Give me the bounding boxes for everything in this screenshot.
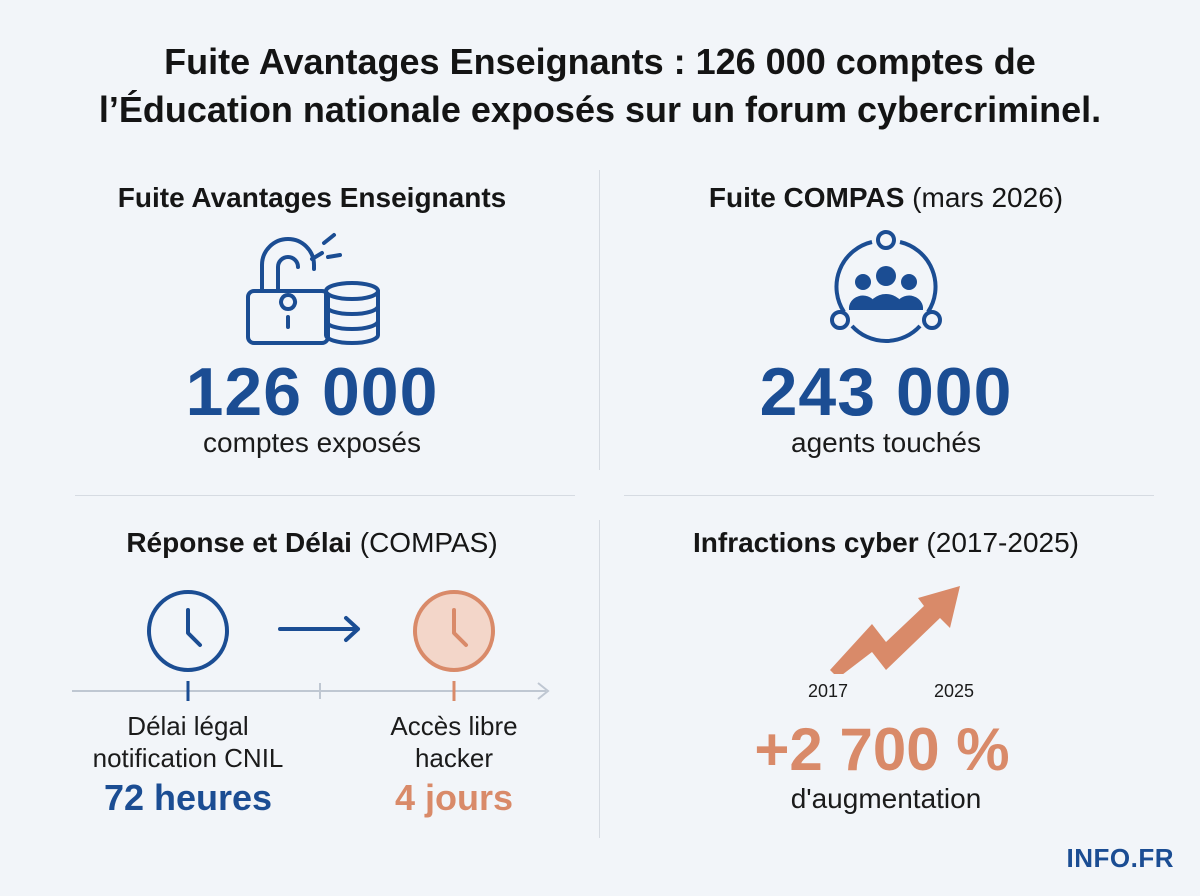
exposed-accounts-caption: comptes exposés xyxy=(203,427,421,458)
page-title-line-2: l’Éducation nationale exposés sur un for… xyxy=(98,89,1102,130)
panel-heading-date: (mars 2026) xyxy=(912,182,1064,213)
panel-heading-bold: Fuite COMPAS xyxy=(708,182,905,213)
clock-icon xyxy=(147,590,229,672)
panel-heading-bold: Réponse et Délai xyxy=(126,527,352,558)
clock-icon xyxy=(413,590,495,672)
increase-percentage-value: +2 700 % xyxy=(754,716,1010,783)
panel-heading-context: (COMPAS) xyxy=(359,527,498,558)
page-title-line-1: Fuite Avantages Enseignants : 126 000 co… xyxy=(164,41,1036,82)
affected-agents-value: 243 000 xyxy=(759,354,1013,430)
vertical-divider-bottom xyxy=(599,520,600,838)
exposed-accounts-value: 126 000 xyxy=(185,354,439,430)
panel-heading: Infractions cyber (2017-2025) xyxy=(693,526,1079,560)
unlocked-padlock-database-icon xyxy=(246,233,380,345)
panel-heading: Fuite COMPAS (mars 2026) xyxy=(709,181,1063,215)
timeline xyxy=(72,681,550,701)
end-year-label: 2025 xyxy=(934,681,975,701)
panel-heading: Fuite Avantages Enseignants xyxy=(118,181,506,215)
hacker-access-value: 4 jours xyxy=(394,777,514,818)
panel-heading-bold: Infractions cyber xyxy=(693,527,919,558)
arrow-right-icon xyxy=(278,616,360,642)
hacker-access-label-line-1: Accès libre xyxy=(390,711,518,741)
hacker-access-label-line-2: hacker xyxy=(414,743,494,773)
legal-delay-value: 72 heures xyxy=(103,777,273,818)
horizontal-divider-right xyxy=(624,495,1154,496)
panel-heading-text: Fuite Avantages Enseignants xyxy=(117,182,507,213)
increase-caption: d'augmentation xyxy=(790,783,982,814)
page-title: Fuite Avantages Enseignants : 126 000 co… xyxy=(0,38,1200,134)
brand-logo: INFO.FR xyxy=(1066,843,1174,873)
horizontal-divider-left xyxy=(75,495,575,496)
panel-heading-period: (2017-2025) xyxy=(926,527,1079,558)
group-network-icon xyxy=(830,230,942,344)
vertical-divider-top xyxy=(599,170,600,470)
trend-up-arrow-icon xyxy=(830,586,960,674)
legal-delay-label-line-1: Délai légal xyxy=(127,711,249,741)
hacker-access-label: Accès libre hacker xyxy=(390,710,517,774)
legal-delay-label-line-2: notification CNIL xyxy=(92,743,284,773)
affected-agents-caption: agents touchés xyxy=(791,427,981,458)
legal-delay-label: Délai légal notification CNIL xyxy=(93,710,284,774)
start-year-label: 2017 xyxy=(808,681,849,701)
panel-heading: Réponse et Délai (COMPAS) xyxy=(126,526,497,560)
